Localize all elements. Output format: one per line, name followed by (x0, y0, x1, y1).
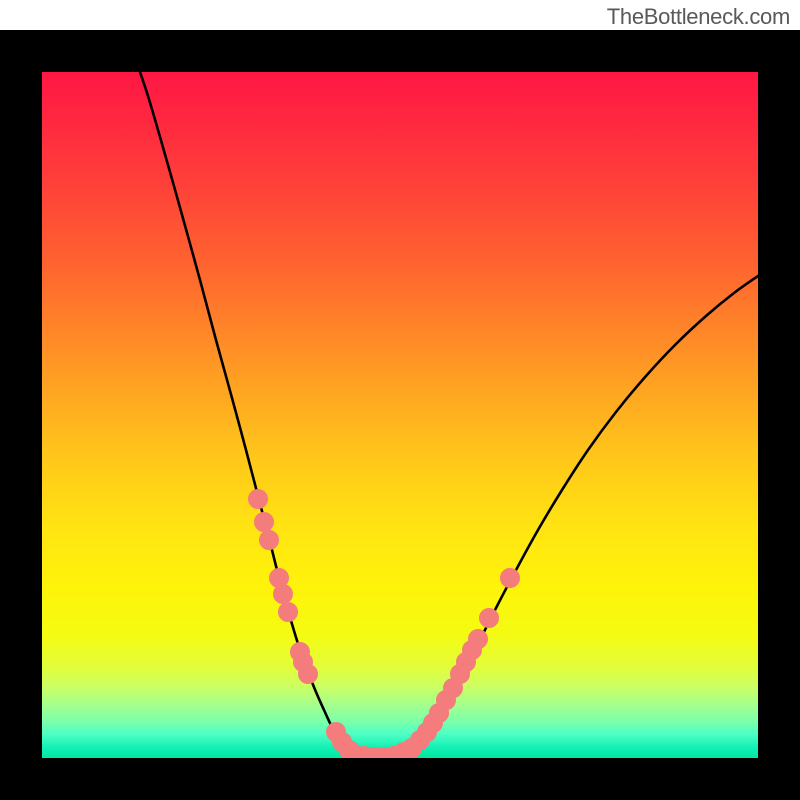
left-markers (249, 490, 359, 759)
curves-svg (42, 72, 758, 758)
data-marker (260, 531, 279, 550)
data-marker (274, 585, 293, 604)
chart-container: TheBottleneck.com (0, 0, 800, 800)
data-marker (279, 603, 298, 622)
data-marker (469, 630, 488, 649)
left-curve (140, 72, 386, 757)
data-marker (255, 513, 274, 532)
right-curve (386, 276, 758, 757)
plot-area (42, 72, 758, 758)
data-marker (501, 569, 520, 588)
watermark-text: TheBottleneck.com (607, 4, 790, 30)
data-marker (299, 665, 318, 684)
data-marker (480, 609, 499, 628)
data-marker (249, 490, 268, 509)
